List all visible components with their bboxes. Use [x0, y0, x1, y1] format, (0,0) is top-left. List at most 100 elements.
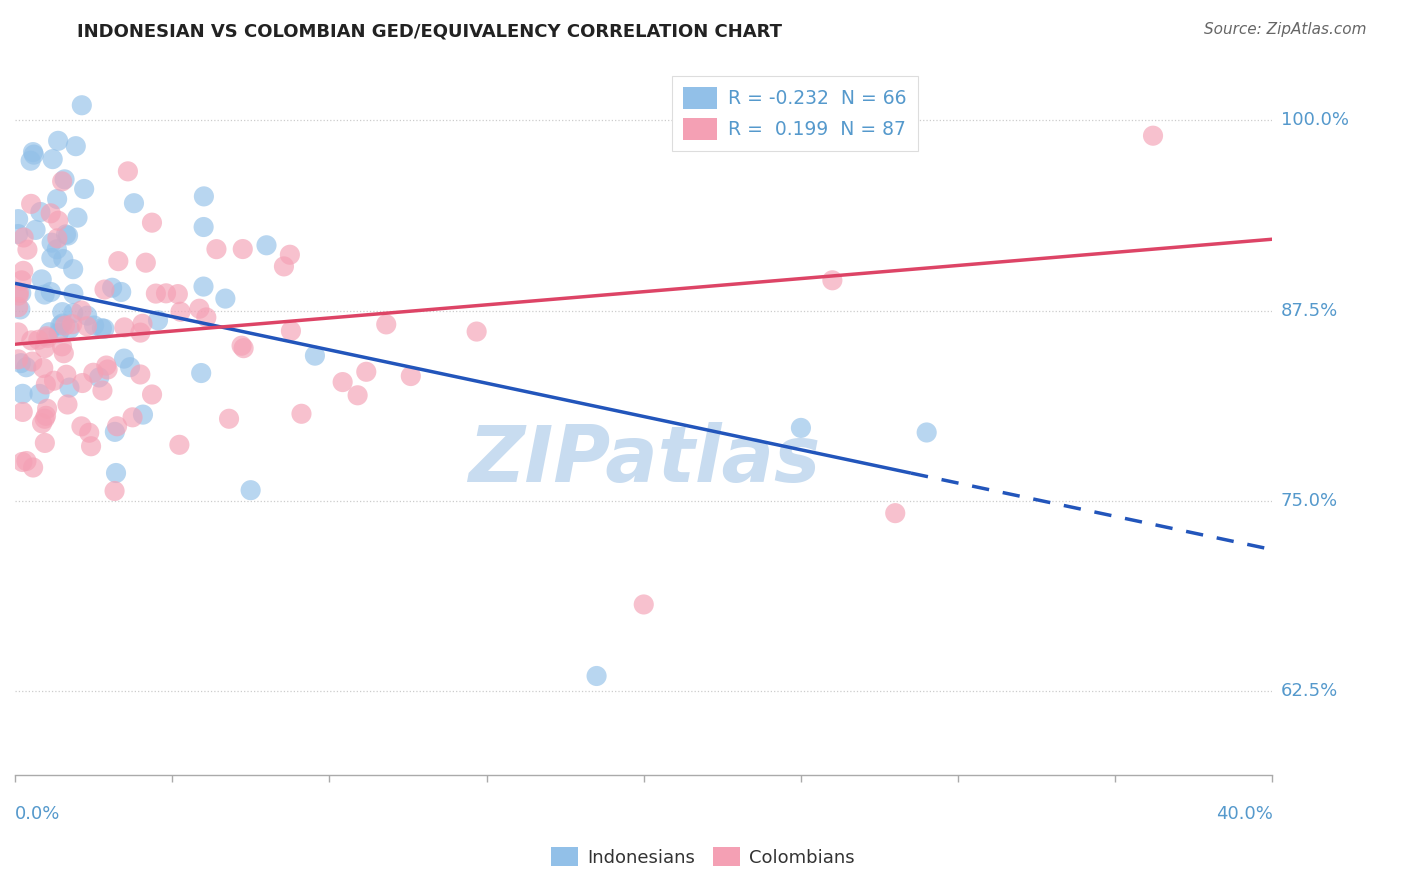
- Point: [10, 356, 32, 370]
- Point: [118, 360, 141, 375]
- Point: [256, 238, 278, 252]
- Point: [41, 251, 63, 265]
- Point: [169, 304, 191, 318]
- Point: [105, 466, 128, 480]
- Point: [46, 213, 69, 227]
- Point: [20, 334, 42, 348]
- Point: [15, 454, 38, 468]
- Point: [112, 320, 135, 334]
- Point: [188, 301, 211, 316]
- Point: [278, 248, 301, 262]
- Point: [56, 228, 79, 243]
- Point: [35, 409, 58, 423]
- Point: [39, 206, 62, 220]
- Text: 40.0%: 40.0%: [1216, 805, 1272, 823]
- Point: [332, 375, 354, 389]
- Point: [280, 324, 302, 338]
- Point: [10, 285, 32, 300]
- Point: [66, 211, 89, 225]
- Point: [51, 305, 73, 319]
- Point: [70, 419, 93, 434]
- Point: [145, 286, 167, 301]
- Point: [70, 98, 93, 112]
- Point: [77, 425, 100, 440]
- Point: [585, 669, 607, 683]
- Point: [7, 285, 30, 300]
- Point: [60, 317, 83, 331]
- Point: [62, 262, 84, 277]
- Point: [51, 174, 73, 188]
- Point: [790, 421, 813, 435]
- Point: [55, 227, 77, 242]
- Point: [34, 436, 56, 450]
- Point: [205, 242, 228, 256]
- Point: [121, 410, 143, 425]
- Point: [465, 325, 488, 339]
- Point: [8, 302, 31, 317]
- Point: [76, 309, 98, 323]
- Point: [129, 326, 152, 340]
- Point: [21, 354, 44, 368]
- Point: [31, 272, 53, 286]
- Point: [48, 326, 70, 340]
- Point: [65, 139, 87, 153]
- Point: [375, 318, 398, 332]
- Point: [399, 369, 422, 384]
- Point: [28, 387, 51, 401]
- Point: [7, 288, 30, 302]
- Point: [112, 351, 135, 366]
- Point: [35, 401, 58, 416]
- Point: [103, 483, 125, 498]
- Point: [30, 205, 52, 219]
- Point: [11, 387, 34, 401]
- Text: ZIPatlas: ZIPatlas: [468, 422, 820, 498]
- Point: [24, 223, 46, 237]
- Point: [13, 230, 35, 244]
- Text: 87.5%: 87.5%: [1281, 301, 1339, 319]
- Point: [104, 425, 127, 439]
- Point: [10, 273, 32, 287]
- Point: [35, 377, 58, 392]
- Point: [58, 380, 80, 394]
- Point: [46, 231, 69, 245]
- Point: [141, 216, 163, 230]
- Point: [7, 352, 30, 367]
- Point: [39, 285, 62, 299]
- Text: INDONESIAN VS COLOMBIAN GED/EQUIVALENCY CORRELATION CHART: INDONESIAN VS COLOMBIAN GED/EQUIVALENCY …: [77, 22, 782, 40]
- Point: [83, 318, 105, 333]
- Point: [214, 292, 236, 306]
- Point: [35, 329, 58, 343]
- Point: [1142, 128, 1164, 143]
- Point: [193, 279, 215, 293]
- Point: [122, 196, 145, 211]
- Point: [37, 331, 59, 345]
- Legend: R = -0.232  N = 66, R =  0.199  N = 87: R = -0.232 N = 66, R = 0.199 N = 87: [672, 76, 918, 152]
- Text: 100.0%: 100.0%: [1281, 112, 1348, 129]
- Point: [11, 455, 34, 469]
- Point: [169, 438, 191, 452]
- Point: [884, 506, 907, 520]
- Point: [13, 264, 35, 278]
- Point: [231, 339, 253, 353]
- Point: [31, 417, 53, 431]
- Point: [59, 322, 82, 336]
- Point: [52, 346, 75, 360]
- Point: [53, 318, 76, 333]
- Point: [135, 255, 157, 269]
- Point: [49, 318, 72, 333]
- Point: [46, 134, 69, 148]
- Point: [82, 366, 104, 380]
- Point: [34, 341, 56, 355]
- Point: [107, 254, 129, 268]
- Text: Source: ZipAtlas.com: Source: ZipAtlas.com: [1204, 22, 1367, 37]
- Point: [110, 285, 132, 299]
- Point: [232, 242, 254, 256]
- Point: [62, 286, 84, 301]
- Point: [15, 360, 38, 375]
- Point: [7, 326, 30, 340]
- Text: 62.5%: 62.5%: [1281, 682, 1339, 700]
- Point: [52, 252, 75, 266]
- Point: [97, 362, 120, 376]
- Point: [117, 164, 139, 178]
- Point: [633, 598, 655, 612]
